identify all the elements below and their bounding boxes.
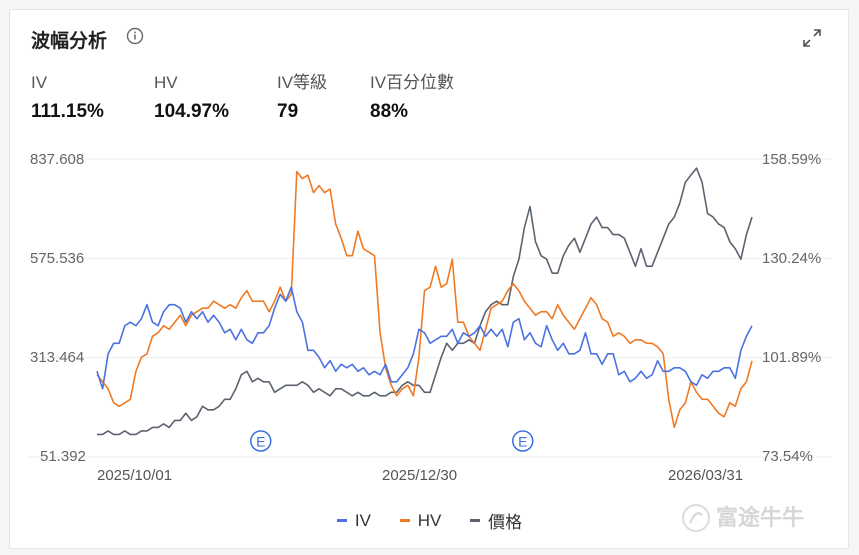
stat-value: 79 xyxy=(277,101,299,122)
hv-series-line xyxy=(96,170,753,429)
iv-series-line xyxy=(96,286,753,390)
earnings-marker-label: E xyxy=(256,434,265,450)
price-series-line xyxy=(97,167,753,436)
earnings-marker-label: E xyxy=(518,434,527,450)
info-icon[interactable] xyxy=(126,27,144,45)
right-axis-tick: 130.24% xyxy=(762,250,822,267)
stat-label: HV xyxy=(154,73,178,92)
earnings-marker xyxy=(250,430,272,452)
legend-iv[interactable]: IV xyxy=(336,510,371,531)
legend-hv[interactable]: HV xyxy=(399,510,442,531)
watermark: 富途牛牛 xyxy=(716,505,805,530)
right-axis-tick: 158.59% xyxy=(762,151,822,168)
stat-hv: HV 104.97% xyxy=(154,73,229,123)
legend-label: IV xyxy=(354,510,371,530)
chart-legend: IV HV 價格 xyxy=(0,507,859,533)
legend-label: 價格 xyxy=(488,513,523,532)
stat-iv: IV 111.15% xyxy=(31,73,104,123)
left-axis-tick: 575.536 xyxy=(30,250,85,267)
earnings-marker xyxy=(512,430,534,452)
x-axis-tick: 2025/12/30 xyxy=(382,467,458,484)
stat-iv-percentile: IV百分位數 88% xyxy=(370,73,454,123)
x-axis-tick: 2026/03/31 xyxy=(668,467,744,484)
stat-value: 111.15% xyxy=(31,101,104,122)
stat-label: IV xyxy=(31,73,48,92)
left-axis-tick: 313.464 xyxy=(30,349,85,366)
legend-swatch xyxy=(470,519,481,522)
card-title: 波幅分析 xyxy=(31,31,108,52)
x-axis-tick: 2025/10/01 xyxy=(97,467,173,484)
stat-label: IV等級 xyxy=(277,73,328,92)
stat-value: 88% xyxy=(370,101,409,122)
right-axis-tick: 101.89% xyxy=(762,349,822,366)
legend-label: HV xyxy=(417,510,442,530)
legend-price[interactable]: 價格 xyxy=(470,508,522,533)
right-axis-tick: 73.54% xyxy=(762,448,813,465)
left-axis-tick: 837.608 xyxy=(30,151,85,168)
volatility-card xyxy=(9,9,849,549)
stat-iv-rank: IV等級 79 xyxy=(277,73,327,123)
futu-logo-icon xyxy=(682,504,710,532)
left-axis-tick: 51.392 xyxy=(40,448,86,465)
expand-icon[interactable] xyxy=(801,27,823,49)
stat-value: 104.97% xyxy=(154,101,230,122)
stat-label: IV百分位數 xyxy=(370,73,455,92)
legend-swatch xyxy=(399,519,410,522)
legend-swatch xyxy=(336,519,347,522)
